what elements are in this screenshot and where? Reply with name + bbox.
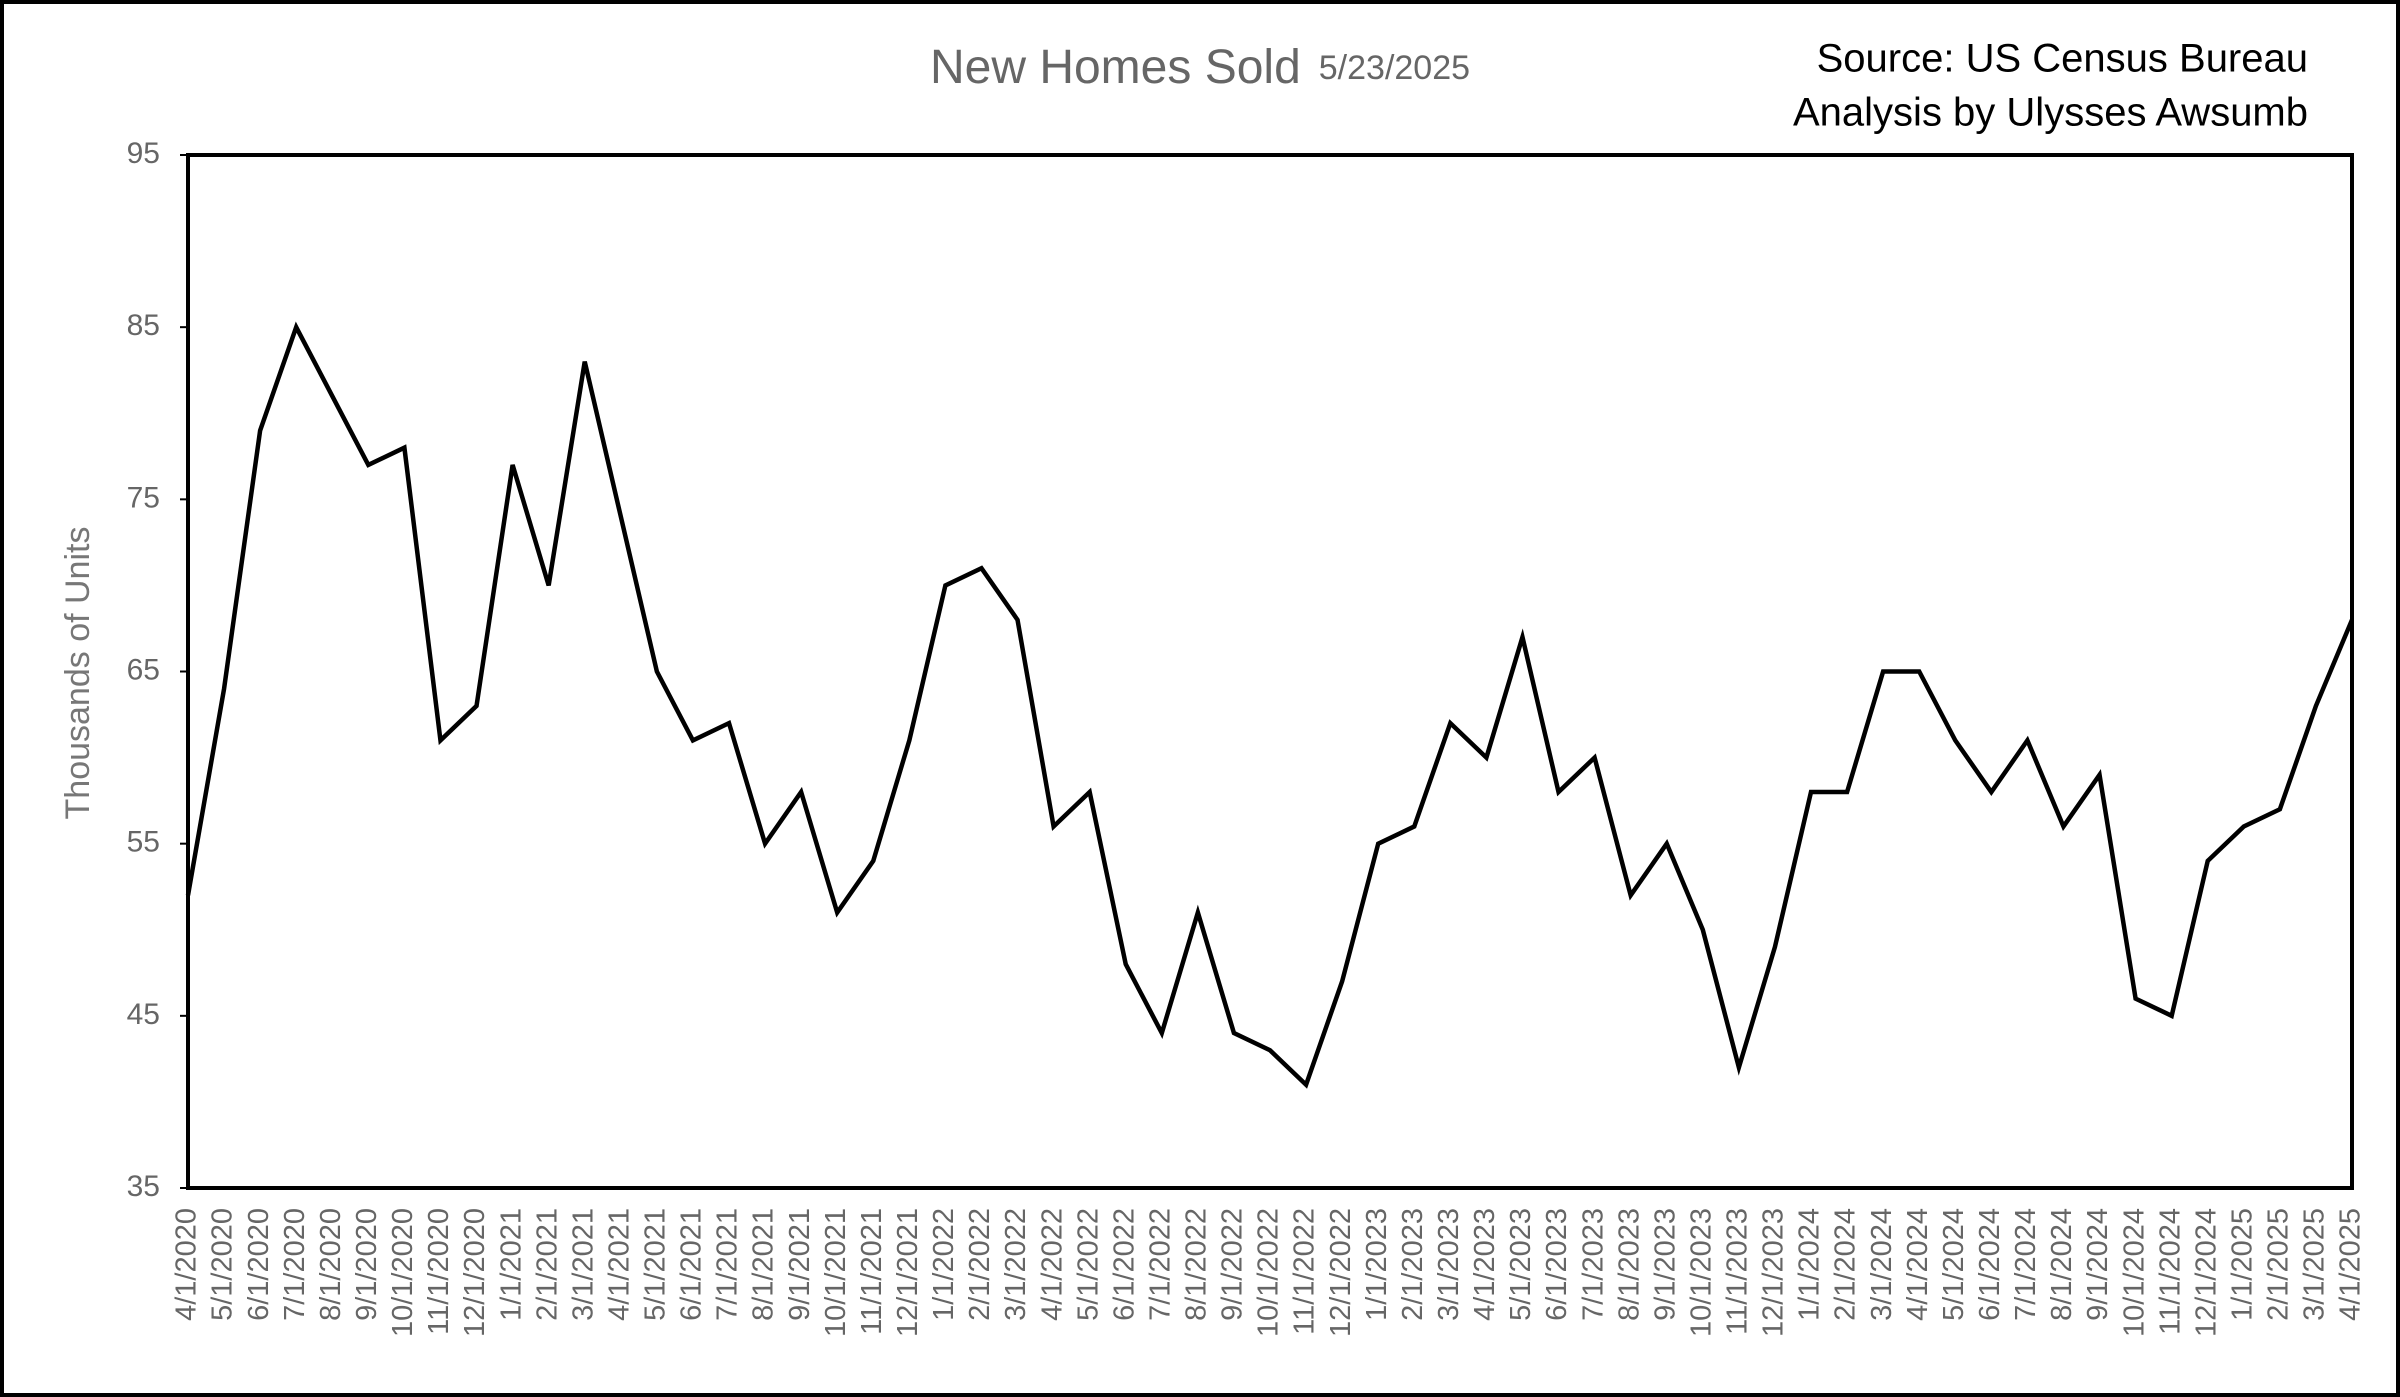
y-tick-label: 65 — [127, 653, 160, 686]
annotation: Source: US Census Bureau — [1817, 37, 2308, 81]
y-tick-label: 35 — [127, 1170, 160, 1203]
x-tick-label: 9/1/2020 — [351, 1208, 383, 1321]
x-tick-label: 10/1/2021 — [820, 1208, 852, 1337]
x-tick-label: 9/1/2024 — [2082, 1208, 2114, 1321]
x-tick-label: 6/1/2023 — [1541, 1208, 1573, 1321]
x-tick-label: 12/1/2024 — [2190, 1208, 2222, 1337]
x-tick-label: 12/1/2020 — [459, 1208, 491, 1337]
x-tick-label: 8/1/2020 — [315, 1208, 347, 1321]
x-tick-label: 6/1/2021 — [676, 1208, 708, 1321]
y-axis-title: Thousands of Units — [59, 527, 97, 820]
x-tick-label: 11/1/2020 — [423, 1208, 455, 1335]
title: New Homes Sold — [930, 41, 1301, 94]
x-tick-label: 5/1/2021 — [640, 1208, 672, 1321]
x-tick-label: 5/1/2024 — [1938, 1208, 1970, 1321]
x-tick-label: 7/1/2023 — [1577, 1208, 1609, 1321]
x-tick-label: 12/1/2022 — [1325, 1208, 1357, 1337]
x-tick-label: 7/1/2021 — [712, 1208, 744, 1321]
x-tick-label: 6/1/2020 — [243, 1208, 275, 1321]
x-tick-label: 12/1/2023 — [1758, 1208, 1790, 1337]
x-tick-label: 11/1/2021 — [856, 1208, 888, 1335]
series-line — [185, 321, 2355, 1089]
y-tick-label: 55 — [127, 826, 160, 859]
x-tick-label: 2/1/2023 — [1397, 1208, 1429, 1321]
x-tick-label: 10/1/2020 — [387, 1208, 419, 1337]
x-tick-label: 10/1/2023 — [1685, 1208, 1717, 1337]
x-tick-label: 8/1/2021 — [748, 1208, 780, 1321]
y-tick-label: 95 — [127, 137, 160, 170]
x-tick-label: 9/1/2022 — [1217, 1208, 1249, 1321]
chart-title: New Homes Sold 5/23/2025 — [930, 41, 1470, 94]
x-tick-label: 4/1/2024 — [1902, 1208, 1934, 1321]
x-tick-label: 10/1/2024 — [2118, 1208, 2150, 1337]
x-tick-label: 4/1/2022 — [1036, 1208, 1068, 1321]
x-tick-label: 12/1/2021 — [892, 1208, 924, 1337]
x-tick-label: 7/1/2024 — [2010, 1208, 2042, 1321]
x-tick-label: 2/1/2021 — [531, 1208, 563, 1321]
x-tick-label: 5/1/2020 — [207, 1208, 239, 1321]
x-tick-label: 11/1/2023 — [1722, 1208, 1754, 1335]
x-tick-label: 11/1/2024 — [2154, 1208, 2186, 1335]
x-tick-label: 1/1/2023 — [1361, 1208, 1393, 1321]
x-tick-label: 10/1/2022 — [1253, 1208, 1285, 1337]
x-tick-label: 11/1/2022 — [1289, 1208, 1321, 1335]
x-tick-label: 2/1/2022 — [964, 1208, 996, 1321]
x-tick-label: 7/1/2022 — [1144, 1208, 1176, 1321]
x-tick-label: 5/1/2023 — [1505, 1208, 1537, 1321]
x-tick-label: 6/1/2024 — [1974, 1208, 2006, 1321]
x-tick-label: 4/1/2020 — [171, 1208, 203, 1321]
x-tick-label: 4/1/2025 — [2335, 1208, 2367, 1321]
x-tick-label: 3/1/2023 — [1433, 1208, 1465, 1321]
x-tick-label: 1/1/2024 — [1794, 1208, 1826, 1321]
annotation: Analysis by Ulysses Awsumb — [1793, 91, 2308, 135]
x-tick-label: 2/1/2025 — [2263, 1208, 2295, 1321]
x-tick-label: 5/1/2022 — [1072, 1208, 1104, 1321]
x-tick-label: 9/1/2021 — [784, 1208, 816, 1321]
x-tick-label: 3/1/2021 — [567, 1208, 599, 1321]
y-tick-label: 45 — [127, 998, 160, 1031]
x-tick-label: 1/1/2025 — [2226, 1208, 2258, 1321]
x-tick-label: 7/1/2020 — [279, 1208, 311, 1321]
x-tick-label: 4/1/2021 — [603, 1208, 635, 1321]
x-tick-label: 6/1/2022 — [1108, 1208, 1140, 1321]
x-tick-label: 8/1/2024 — [2046, 1208, 2078, 1321]
x-tick-label: 8/1/2022 — [1181, 1208, 1213, 1321]
x-tick-label: 1/1/2021 — [495, 1208, 527, 1321]
x-tick-label: 3/1/2022 — [1000, 1208, 1032, 1321]
x-tick-label: 3/1/2025 — [2299, 1208, 2331, 1321]
x-tick-label: 8/1/2023 — [1613, 1208, 1645, 1321]
x-tick-label: 3/1/2024 — [1866, 1208, 1898, 1321]
y-tick-label: 85 — [127, 309, 160, 342]
x-tick-label: 9/1/2023 — [1649, 1208, 1681, 1321]
subtitle: 5/23/2025 — [1319, 49, 1470, 87]
x-tick-label: 1/1/2022 — [928, 1208, 960, 1321]
y-tick-label: 75 — [127, 481, 160, 514]
x-tick-label: 2/1/2024 — [1830, 1208, 1862, 1321]
x-tick-label: 4/1/2023 — [1469, 1208, 1501, 1321]
